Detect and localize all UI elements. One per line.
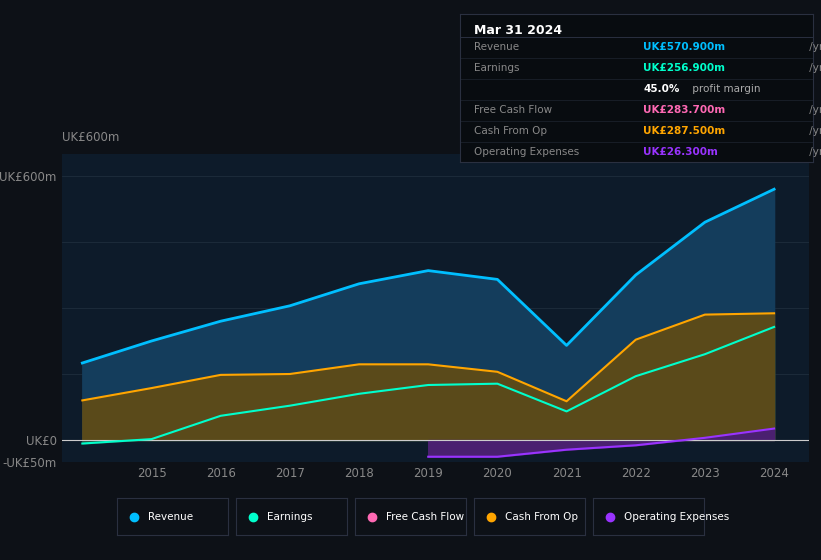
Text: Earnings: Earnings — [267, 512, 313, 521]
Text: UK£287.500m: UK£287.500m — [644, 126, 726, 136]
Text: Free Cash Flow: Free Cash Flow — [474, 105, 552, 115]
Text: /yr: /yr — [805, 105, 821, 115]
Text: Revenue: Revenue — [148, 512, 193, 521]
Text: UK£600m: UK£600m — [62, 132, 119, 144]
Text: Mar 31 2024: Mar 31 2024 — [474, 25, 562, 38]
Text: Earnings: Earnings — [474, 63, 520, 73]
Text: UK£256.900m: UK£256.900m — [644, 63, 725, 73]
Text: /yr: /yr — [805, 63, 821, 73]
Text: Operating Expenses: Operating Expenses — [624, 512, 729, 521]
Text: Revenue: Revenue — [474, 43, 519, 53]
Text: profit margin: profit margin — [690, 84, 761, 94]
Text: /yr: /yr — [805, 43, 821, 53]
Text: UK£283.700m: UK£283.700m — [644, 105, 726, 115]
Text: 45.0%: 45.0% — [644, 84, 680, 94]
Text: UK£570.900m: UK£570.900m — [644, 43, 726, 53]
Text: /yr: /yr — [805, 126, 821, 136]
Text: /yr: /yr — [805, 147, 821, 157]
Text: Cash From Op: Cash From Op — [474, 126, 547, 136]
Text: UK£26.300m: UK£26.300m — [644, 147, 718, 157]
Text: Free Cash Flow: Free Cash Flow — [386, 512, 464, 521]
Text: Cash From Op: Cash From Op — [505, 512, 578, 521]
Text: Operating Expenses: Operating Expenses — [474, 147, 579, 157]
